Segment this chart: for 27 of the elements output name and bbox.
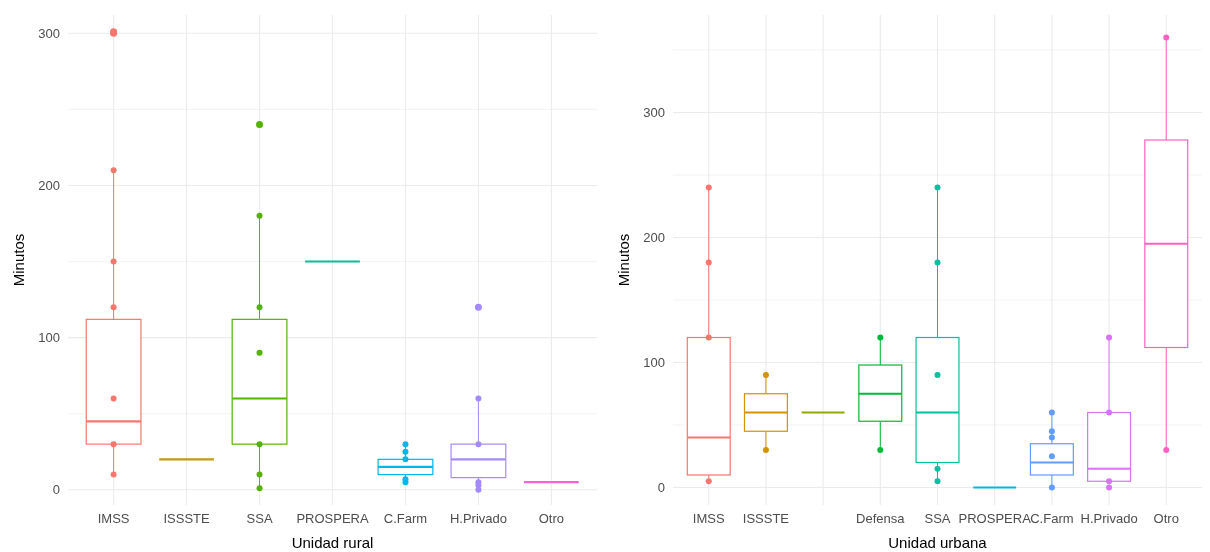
- x-tick-label: PROSPERA: [296, 511, 369, 527]
- y-tick-label: 0: [657, 480, 665, 496]
- y-tick-label: 0: [52, 482, 60, 498]
- x-tick-label: IMSS: [692, 511, 725, 527]
- x-tick-label: SSA: [924, 511, 951, 527]
- x-tick-label: ISSSTE: [163, 511, 211, 527]
- x-tick-label: C.Farm: [383, 511, 428, 527]
- x-tick-label: SSA: [246, 511, 273, 527]
- y-tick-label: 300: [643, 105, 665, 121]
- y-axis-title: Minutos: [10, 233, 27, 287]
- x-tick-label: IMSS: [97, 511, 130, 527]
- y-tick-label: 200: [38, 178, 60, 194]
- y-tick-label: 300: [38, 25, 60, 41]
- x-tick-label: H.Privado: [1080, 511, 1138, 527]
- y-tick-label: 100: [643, 355, 665, 371]
- x-tick-label: Otro: [1153, 511, 1179, 527]
- x-tick-label: PROSPERA: [958, 511, 1032, 527]
- x-tick-label: ISSSTE: [742, 511, 790, 527]
- x-tick-label: C.Farm: [1030, 511, 1074, 527]
- y-axis-title: Minutos: [615, 233, 632, 287]
- x-tick-label: H.Privado: [449, 511, 507, 527]
- x-tick-label: Otro: [538, 511, 565, 527]
- x-axis-title: Unidad urbana: [888, 534, 988, 551]
- y-tick-label: 100: [38, 330, 60, 346]
- x-tick-label: Defensa: [856, 511, 906, 527]
- x-axis-title: Unidad rural: [291, 534, 374, 551]
- y-tick-label: 200: [643, 230, 665, 246]
